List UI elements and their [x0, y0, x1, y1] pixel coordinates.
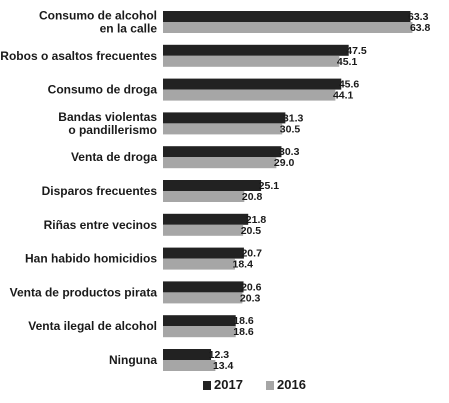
category-labels: Consumo de alcohol en la calle Robos o asa… — [0, 9, 157, 368]
value-label-2017-6: 21.8 — [246, 214, 267, 226]
legend: 2017 2016 — [203, 377, 306, 392]
bar-2017-4 — [163, 146, 282, 158]
bar-2016-6 — [163, 224, 244, 236]
bar-2016-3 — [163, 123, 283, 135]
bar-2017-5 — [163, 180, 262, 191]
category-label: Venta de droga — [71, 150, 157, 164]
category-label: Consumo de droga — [48, 83, 158, 97]
value-label-2016-7: 18.4 — [232, 259, 253, 271]
value-label-2016-9: 18.6 — [233, 326, 254, 338]
category-label: Riñas entre vecinos — [44, 218, 158, 232]
bars — [163, 11, 413, 371]
category-label: Robos o asaltos frecuentes — [0, 49, 157, 63]
value-label-2017-4: 30.3 — [279, 146, 300, 158]
bar-2017-6 — [163, 213, 249, 225]
category-label: Consumo de alcohol en la calle — [39, 9, 157, 36]
category-label: Han habido homicidios — [25, 252, 157, 266]
value-label-2017-1: 47.5 — [346, 45, 367, 57]
category-label: Venta ilegal de alcohol — [28, 319, 157, 333]
category-label: Ninguna — [109, 353, 157, 367]
bar-2016-0 — [163, 22, 413, 33]
bar-2017-0 — [163, 11, 411, 22]
bar-2016-9 — [163, 326, 236, 338]
bar-2017-2 — [163, 78, 342, 90]
bar-2017-3 — [163, 112, 286, 124]
bar-2016-5 — [163, 191, 245, 202]
bar-2016-10 — [163, 360, 216, 371]
bar-2016-1 — [163, 55, 340, 67]
legend-swatch-2016 — [266, 381, 274, 390]
value-label-2016-5: 20.8 — [242, 191, 263, 203]
legend-label-2016: 2016 — [277, 377, 306, 392]
value-label-2016-8: 20.3 — [240, 292, 261, 304]
value-label-2017-9: 18.6 — [233, 315, 254, 327]
bar-2017-8 — [163, 281, 244, 293]
bar-2016-8 — [163, 292, 243, 304]
category-label: Bandas violentas o pandillerismo — [58, 110, 157, 137]
legend-swatch-2017 — [203, 381, 211, 390]
value-label-2017-10: 12.3 — [209, 349, 230, 361]
value-label-2017-5: 25.1 — [259, 180, 280, 192]
legend-label-2017: 2017 — [214, 377, 243, 392]
bar-2017-9 — [163, 315, 236, 327]
value-label-2016-2: 44.1 — [333, 90, 354, 102]
bar-2016-4 — [163, 157, 277, 169]
bar-2016-2 — [163, 89, 336, 101]
value-label-2016-3: 30.5 — [280, 123, 301, 135]
bar-2017-7 — [163, 247, 244, 259]
bar-2017-10 — [163, 349, 212, 360]
value-label-2016-0: 63.8 — [410, 22, 431, 34]
value-label-2017-0: 63.3 — [408, 11, 429, 23]
bar-2016-7 — [163, 258, 235, 270]
value-label-2017-3: 31.3 — [283, 112, 304, 124]
value-label-2016-1: 45.1 — [337, 56, 358, 68]
value-label-2016-10: 13.4 — [213, 360, 234, 372]
value-label-2016-6: 20.5 — [241, 225, 262, 237]
value-labels: 63.363.8 47.545.1 45.644.1 31.330.5 30.329.0… — [209, 11, 431, 372]
value-label-2017-7: 20.7 — [241, 248, 262, 260]
value-label-2017-2: 45.6 — [339, 79, 360, 91]
bar-2017-1 — [163, 44, 349, 56]
value-label-2016-4: 29.0 — [274, 157, 295, 169]
value-label-2017-8: 20.6 — [241, 281, 262, 293]
category-label: Venta de productos pirata — [10, 285, 158, 299]
category-label: Disparos frecuentes — [42, 184, 158, 198]
